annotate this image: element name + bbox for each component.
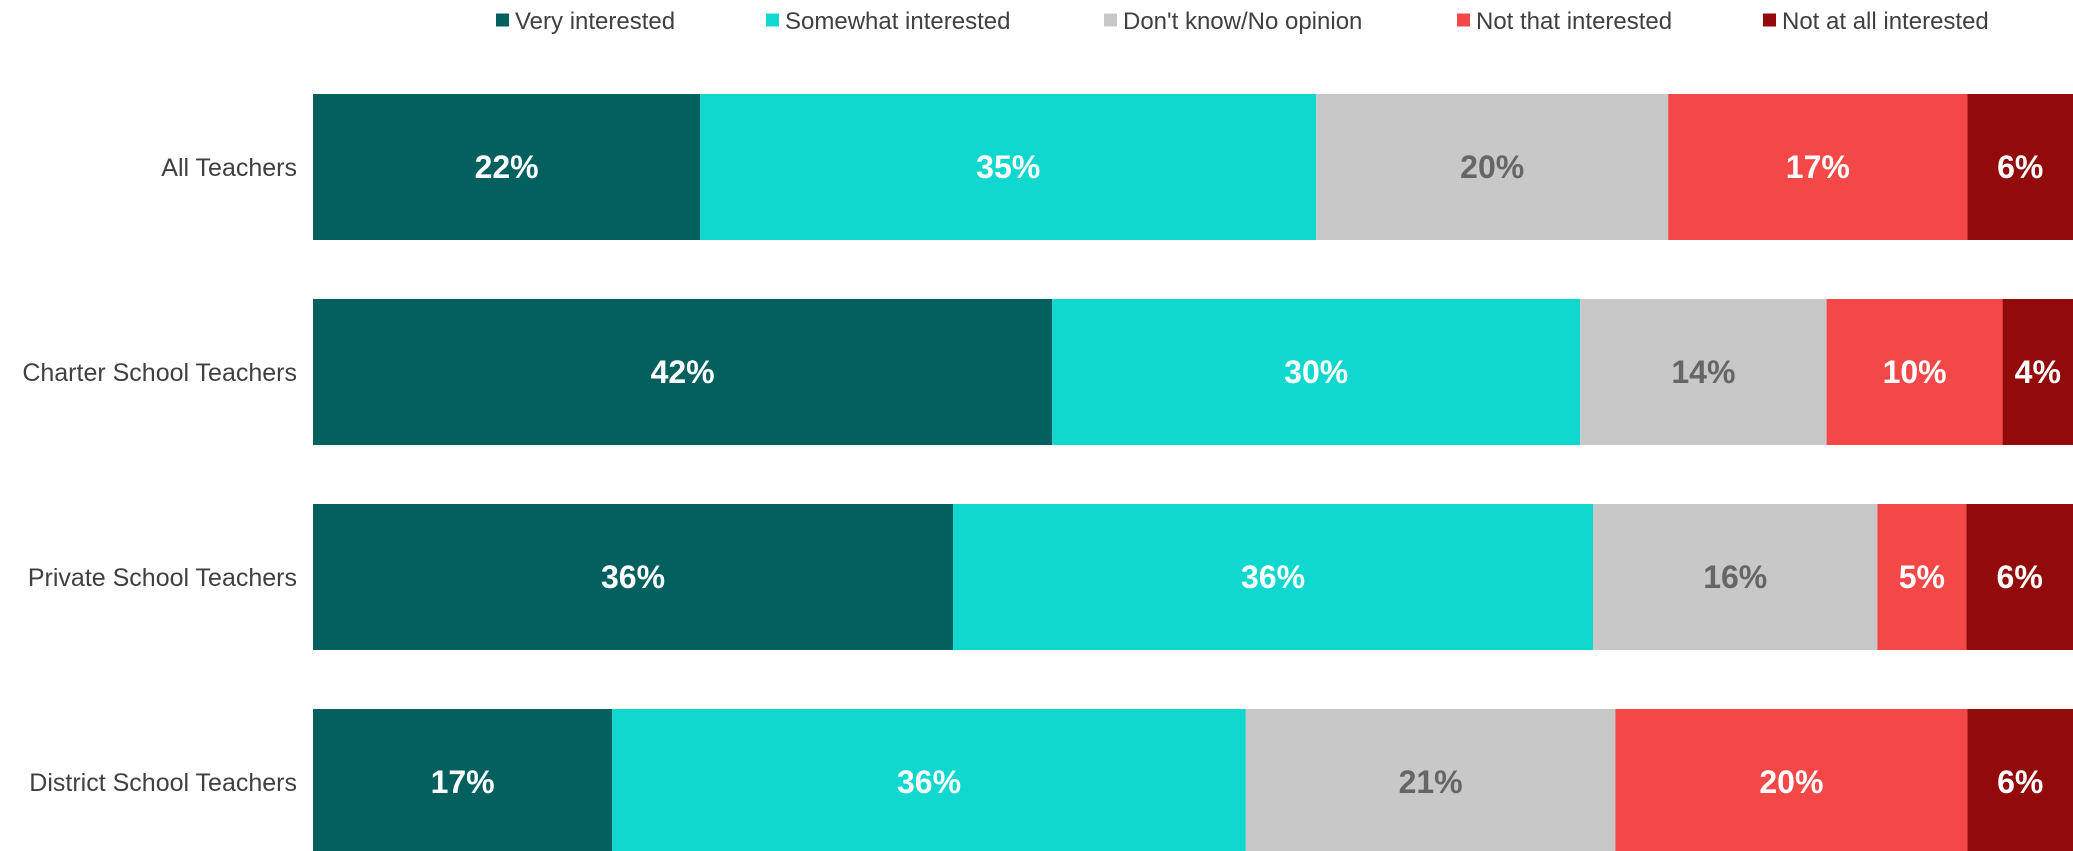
bar-segment-somewhat-interested xyxy=(1052,299,1581,445)
category-label: District School Teachers xyxy=(29,769,297,797)
legend: Very interested Somewhat interested Don't … xyxy=(496,8,1989,35)
legend-item-somewhat-interested: Somewhat interested xyxy=(766,8,1010,35)
legend-label: Very interested xyxy=(515,8,675,35)
category-label: All Teachers xyxy=(161,154,297,182)
legend-label: Somewhat interested xyxy=(785,8,1010,35)
legend-item-don-t-know-no-opinion: Don't know/No opinion xyxy=(1104,8,1362,35)
legend-swatch xyxy=(1104,13,1117,27)
bar-row-all-teachers: All Teachers 22% 35% 20% 17% 6% xyxy=(161,94,2073,240)
bar-row-district-school-teachers: District School Teachers 17% 36% 21% 20% 6% xyxy=(29,709,2073,851)
bar-segment-not-at-all-interested xyxy=(1967,94,2073,240)
bar-row-charter-school-teachers: Charter School Teachers 42% 30% 14% 10% 4% xyxy=(22,299,2073,445)
bar-segment-not-at-all-interested xyxy=(1967,709,2073,851)
data-label: 4% xyxy=(2015,354,2061,390)
data-label: 6% xyxy=(1997,149,2043,185)
bar-segment-somewhat-interested xyxy=(953,504,1593,650)
data-label: 17% xyxy=(1786,149,1850,185)
bars: All Teachers 22% 35% 20% 17% 6% Charter School… xyxy=(22,94,2073,851)
legend-item-very-interested: Very interested xyxy=(496,8,675,35)
bar-segment-don-t-know-no-opinion xyxy=(1245,709,1616,851)
bar-segment-not-that-interested xyxy=(1826,299,2003,445)
bar-row-private-school-teachers: Private School Teachers 36% 36% 16% 5% 6% xyxy=(28,504,2073,650)
legend-swatch xyxy=(1457,13,1470,27)
data-label: 6% xyxy=(1997,559,2043,595)
legend-swatch xyxy=(496,13,509,27)
data-label: 10% xyxy=(1883,354,1947,390)
bar-segment-not-that-interested xyxy=(1877,504,1967,650)
data-label: 14% xyxy=(1671,354,1735,390)
category-label: Charter School Teachers xyxy=(22,359,297,387)
legend-item-not-that-interested: Not that interested xyxy=(1457,8,1672,35)
data-label: 21% xyxy=(1399,764,1463,800)
category-label: Private School Teachers xyxy=(28,564,297,592)
bar-segment-not-that-interested xyxy=(1615,709,1968,851)
bar-segment-very-interested xyxy=(313,94,701,240)
legend-swatch xyxy=(766,13,779,27)
legend-label: Not that interested xyxy=(1476,8,1672,35)
bar-segment-not-at-all-interested xyxy=(1966,504,2073,650)
bar-segment-very-interested xyxy=(313,299,1053,445)
data-label: 35% xyxy=(976,149,1040,185)
data-label: 20% xyxy=(1460,149,1524,185)
data-label: 30% xyxy=(1284,354,1348,390)
legend-swatch xyxy=(1763,13,1776,27)
data-label: 17% xyxy=(431,764,495,800)
legend-label: Not at all interested xyxy=(1782,8,1989,35)
bar-segment-very-interested xyxy=(313,709,613,851)
bar-segment-not-at-all-interested xyxy=(2002,299,2073,445)
data-label: 20% xyxy=(1759,764,1823,800)
bar-segment-very-interested xyxy=(313,504,953,650)
bar-segment-don-t-know-no-opinion xyxy=(1580,299,1827,445)
data-label: 5% xyxy=(1899,559,1945,595)
bar-segment-don-t-know-no-opinion xyxy=(1593,504,1878,650)
data-label: 22% xyxy=(475,149,539,185)
bar-segment-don-t-know-no-opinion xyxy=(1316,94,1669,240)
data-label: 36% xyxy=(897,764,961,800)
data-label: 36% xyxy=(1241,559,1305,595)
bar-segment-not-that-interested xyxy=(1668,94,1968,240)
legend-label: Don't know/No opinion xyxy=(1123,8,1362,35)
data-label: 6% xyxy=(1997,764,2043,800)
bar-segment-somewhat-interested xyxy=(612,709,1246,851)
data-label: 16% xyxy=(1703,559,1767,595)
bar-segment-somewhat-interested xyxy=(700,94,1317,240)
legend-item-not-at-all-interested: Not at all interested xyxy=(1763,8,1989,35)
data-label: 42% xyxy=(651,354,715,390)
data-label: 36% xyxy=(601,559,665,595)
